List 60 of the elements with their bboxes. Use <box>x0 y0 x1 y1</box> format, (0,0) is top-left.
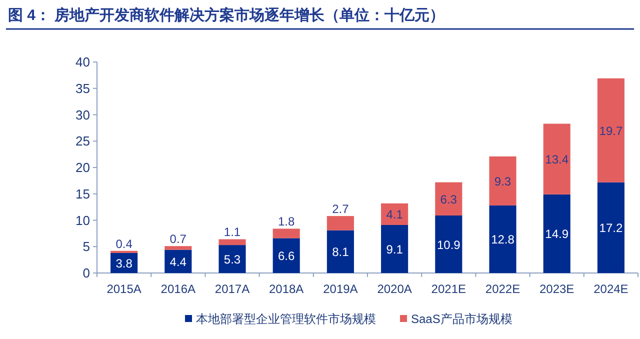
data-label: 19.7 <box>599 124 623 138</box>
y-tick-label: 10 <box>76 212 90 228</box>
data-label: 9.3 <box>494 174 512 188</box>
bar <box>489 205 516 273</box>
x-tick-label: 2024E <box>594 282 628 296</box>
data-label: 13.4 <box>545 152 569 167</box>
bar <box>543 124 570 194</box>
data-label: 9.1 <box>386 242 404 256</box>
legend-label: 本地部署型企业管理软件市场规模 <box>196 312 376 326</box>
bar <box>597 78 624 182</box>
data-label: 8.1 <box>332 245 350 260</box>
bar <box>326 230 354 273</box>
data-label: 1.1 <box>224 225 241 240</box>
data-label: 10.9 <box>436 238 461 252</box>
data-label: 14.9 <box>545 227 569 242</box>
y-tick-label: 40 <box>76 54 90 70</box>
bar <box>597 182 624 273</box>
data-label: 3.8 <box>116 256 133 270</box>
bar <box>489 156 516 206</box>
data-label: 6.3 <box>440 192 458 206</box>
data-label: 1.8 <box>278 214 296 229</box>
x-tick-label: 2021E <box>431 282 466 296</box>
data-label: 2.7 <box>332 202 350 216</box>
data-label: 5.3 <box>224 252 241 267</box>
y-tick-label: 20 <box>76 160 90 175</box>
x-tick-label: 2018A <box>269 282 304 296</box>
data-label: 6.6 <box>278 249 296 264</box>
legend-label: SaaS产品市场规模 <box>411 312 512 326</box>
y-tick-label: 30 <box>76 107 90 122</box>
bar <box>272 228 300 238</box>
bar <box>272 238 300 273</box>
bar <box>543 194 570 273</box>
bar <box>164 250 192 273</box>
y-tick-label: 25 <box>76 134 90 149</box>
data-label: 12.8 <box>491 232 515 247</box>
data-label: 4.1 <box>386 208 404 222</box>
bar <box>435 216 462 273</box>
x-tick-label: 2015A <box>106 282 142 296</box>
x-tick-label: 2023E <box>540 282 574 296</box>
y-tick-label: 15 <box>76 186 90 202</box>
data-label: 0.4 <box>116 236 133 251</box>
data-label: 17.2 <box>599 221 623 236</box>
x-tick-label: 2020A <box>377 282 412 296</box>
bar <box>381 203 408 225</box>
x-tick-label: 2019A <box>323 282 358 296</box>
x-tick-label: 2017A <box>214 282 250 296</box>
x-tick-label: 2022E <box>485 282 520 296</box>
data-label: 4.4 <box>170 254 187 269</box>
bar <box>435 182 462 216</box>
x-tick-label: 2016A <box>160 282 196 296</box>
bar <box>218 239 246 246</box>
y-tick-label: 35 <box>76 80 90 96</box>
bar <box>218 245 246 273</box>
bar <box>381 224 408 273</box>
bar <box>326 216 354 230</box>
y-tick-label: 5 <box>82 239 90 254</box>
chart-title: 图 4： 房地产开发商软件解决方案市场逐年增长（单位：十亿元） <box>8 6 445 24</box>
bar <box>164 246 192 250</box>
data-label: 0.7 <box>170 232 187 246</box>
y-tick-label: 0 <box>82 266 90 280</box>
